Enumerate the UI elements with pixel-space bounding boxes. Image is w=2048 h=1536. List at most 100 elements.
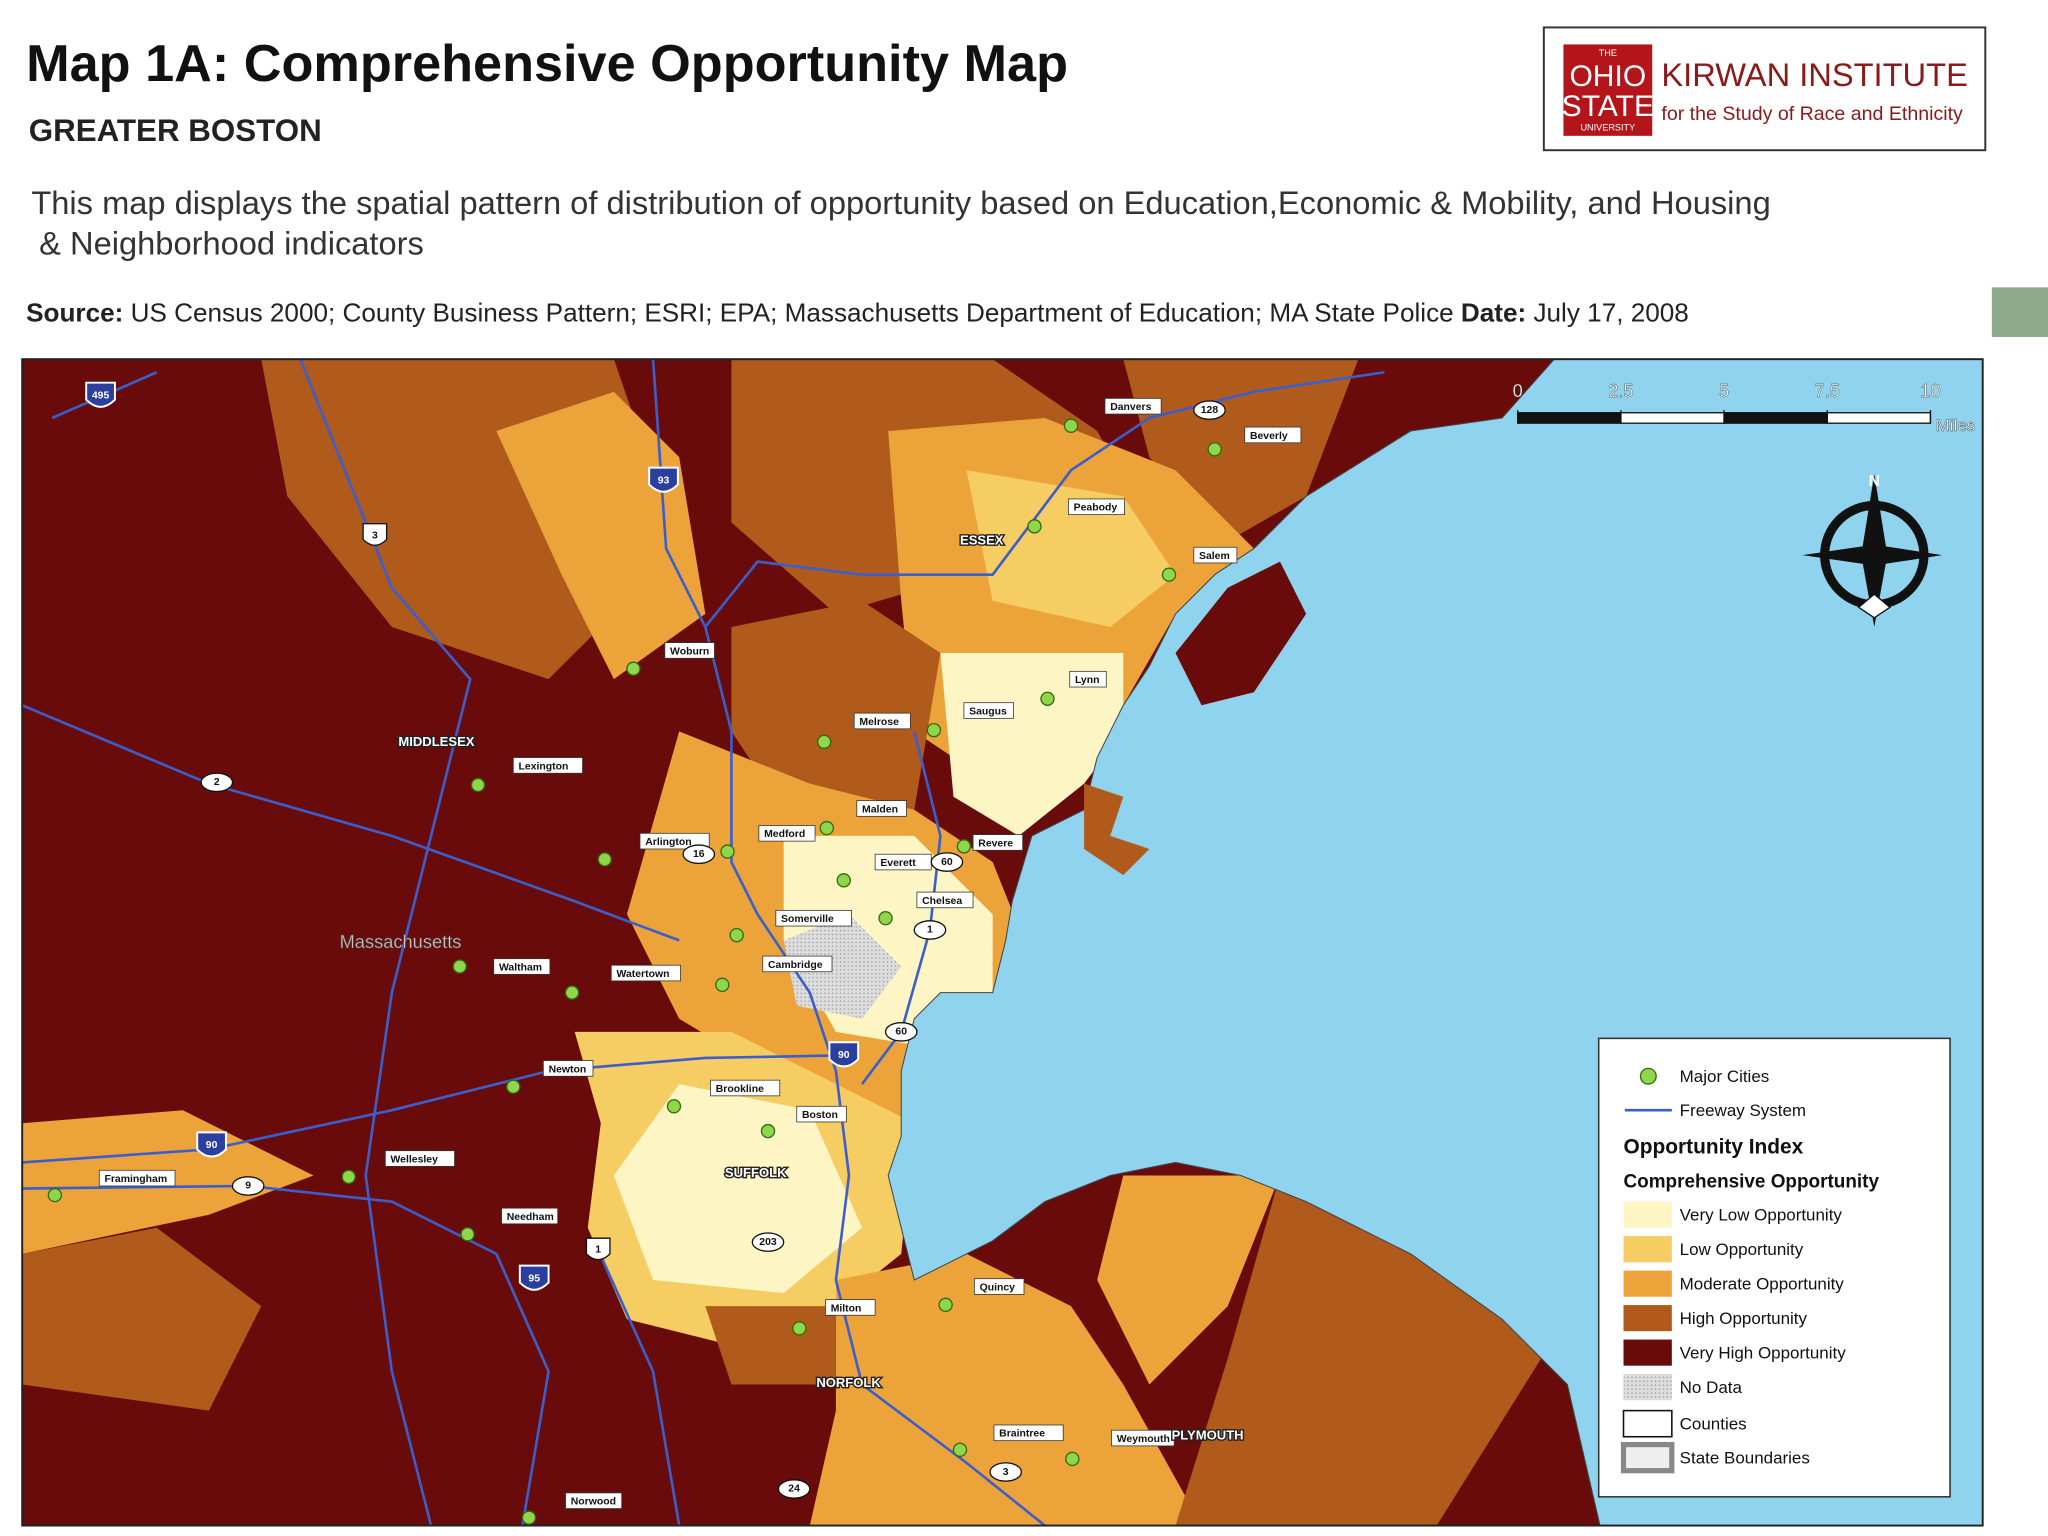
city-dot [819, 820, 834, 836]
city-label: Arlington [645, 837, 691, 848]
source-label: Source: [26, 297, 123, 327]
city-label: Weymouth [1117, 1434, 1170, 1445]
city-label: Quincy [980, 1282, 1016, 1293]
city-label: Revere [978, 838, 1013, 849]
city-dot [1161, 567, 1177, 582]
highway-label: 3 [1003, 1467, 1009, 1478]
city-dot [1065, 1451, 1080, 1467]
highway-label: 60 [941, 857, 953, 868]
us-shield [585, 1237, 611, 1261]
region [496, 391, 706, 680]
legend-label: State Boundaries [1680, 1448, 1810, 1467]
interstate-shield [85, 381, 116, 408]
interstate-shield [196, 1131, 227, 1158]
legend-label: High Opportunity [1680, 1309, 1808, 1328]
county-label: SUFFOLK [725, 1165, 787, 1180]
map-frame [21, 358, 1984, 1527]
state-shield [682, 844, 716, 864]
peninsula [1175, 561, 1307, 706]
city-dot [816, 734, 832, 750]
legend-dot [1639, 1067, 1657, 1085]
highway-label: 93 [658, 475, 670, 486]
city-label-box [1193, 546, 1238, 564]
city-label-box [916, 891, 974, 909]
region [1097, 1175, 1280, 1385]
city-label-box [501, 1207, 559, 1225]
city-label: Norwood [571, 1497, 616, 1508]
city-dot [470, 777, 486, 793]
city-label-box [493, 958, 551, 975]
city-label-box [98, 1169, 176, 1187]
city-label-box [993, 1424, 1064, 1442]
region [783, 914, 902, 1019]
city-label-box [973, 1278, 1025, 1295]
city-dot [626, 661, 641, 676]
city-label-box [762, 955, 833, 973]
city-dot [564, 985, 580, 1000]
city-label: Lexington [519, 761, 569, 772]
city-label: Framingham [104, 1174, 167, 1185]
highway-label: 95 [528, 1273, 540, 1284]
city-label-box [610, 964, 681, 982]
logo: THE OHIO STATE UNIVERSITY KIRWAN INSTITU… [1542, 26, 1987, 152]
north-arrow [1802, 474, 1943, 627]
city-dot [792, 1321, 807, 1336]
city-label-box [856, 800, 907, 817]
state-shield [913, 920, 947, 940]
city-label-box [710, 1079, 781, 1097]
legend-label: Major Cities [1680, 1067, 1770, 1086]
peninsula [1084, 783, 1150, 876]
city-label: Malden [862, 804, 898, 815]
date-label: Date: [1461, 297, 1526, 327]
scale-segment [1517, 412, 1622, 424]
highway-label: 16 [693, 849, 705, 860]
subtitle: GREATER BOSTON [29, 113, 322, 148]
city-label: Boston [802, 1110, 838, 1121]
city-label-box [1104, 397, 1162, 415]
legend-label: Moderate Opportunity [1680, 1274, 1845, 1293]
region [809, 1253, 1202, 1526]
city-label: Newton [549, 1064, 587, 1075]
city-label-box [775, 909, 852, 927]
logo-tagline: for the Study of Race and Ethnicity [1661, 103, 1963, 125]
city-label-box [1069, 670, 1107, 688]
interstate-shield [648, 466, 679, 493]
highway-label: 60 [895, 1027, 907, 1038]
state-shield [930, 852, 964, 872]
county-label: MIDDLESEX [398, 734, 474, 749]
state-shield [1193, 400, 1226, 420]
city-label-box [796, 1105, 847, 1123]
city-label: Brookline [716, 1084, 764, 1095]
city-dot [47, 1187, 63, 1203]
legend-subheading: Comprehensive Opportunity [1624, 1171, 1880, 1192]
legend-label: Freeway System [1680, 1101, 1806, 1120]
source: US Census 2000; County Business Pattern;… [131, 297, 1454, 327]
state-label: Massachusetts [340, 931, 462, 952]
freeway [22, 1184, 550, 1526]
city-dot [1027, 519, 1042, 534]
legend-swatch [1623, 1270, 1672, 1297]
logo-the: THE [1599, 48, 1617, 58]
city-label: Woburn [670, 646, 709, 657]
logo-university: UNIVERSITY [1580, 123, 1635, 133]
city-label-box [825, 1299, 876, 1316]
city-dot [729, 928, 744, 943]
city-label: Waltham [499, 962, 542, 973]
state-shield [231, 1176, 265, 1196]
city-label: Watertown [616, 969, 669, 980]
legend-label: Low Opportunity [1680, 1240, 1804, 1259]
north-label: N [1869, 473, 1880, 490]
city-label-box [512, 757, 583, 774]
interstate-shield [518, 1264, 550, 1291]
county-label: PLYMOUTH [1172, 1427, 1244, 1442]
city-label: Melrose [859, 717, 899, 728]
state-shield [884, 1022, 918, 1042]
city-label-box [664, 642, 715, 659]
city-dot [926, 722, 942, 738]
city-dot [1063, 418, 1079, 433]
logo-institute: KIRWAN INSTITUTE [1661, 56, 1967, 93]
freeway [597, 1249, 681, 1526]
description: This map displays the spatial pattern of… [31, 184, 1770, 221]
city-label: Somerville [781, 914, 834, 925]
